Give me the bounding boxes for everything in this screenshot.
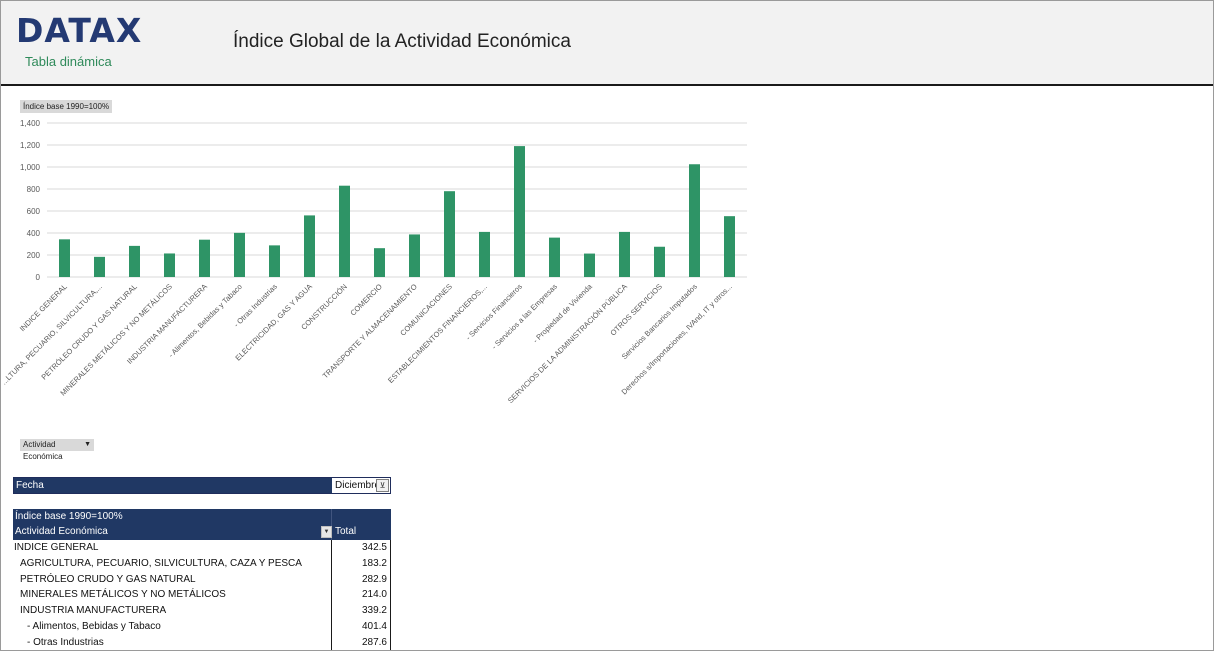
axis-field-button[interactable]: Actividad Económica ▼ [20, 439, 94, 461]
header-divider [331, 509, 332, 540]
bar [129, 245, 140, 277]
bar [199, 239, 210, 277]
table-row[interactable]: INDUSTRIA MANUFACTURERA 339.2 [13, 603, 390, 619]
row-label: - Alimentos, Bebidas y Tabaco [27, 620, 161, 632]
column-separator [331, 634, 332, 650]
column-separator [331, 540, 332, 556]
row-label: INDUSTRIA MANUFACTURERA [20, 605, 167, 617]
row-value: 342.5 [361, 542, 387, 553]
bar [689, 164, 700, 277]
bar [59, 239, 70, 277]
row-value: 287.6 [361, 636, 387, 648]
pivot-table: Índice base 1990=100% Actividad Económic… [13, 509, 391, 650]
bar [304, 215, 315, 277]
y-tick-label: 200 [27, 251, 41, 260]
bar [479, 231, 490, 277]
x-tick-label: COMERCIO [348, 282, 384, 318]
pivot-value-header: Índice base 1990=100% [15, 511, 123, 522]
row-filter-dropdown-icon[interactable]: ▼ [321, 526, 332, 538]
axis-field-label: Actividad Económica [23, 440, 63, 461]
row-value: 339.2 [361, 605, 387, 617]
pivot-table-header: Índice base 1990=100% Actividad Económic… [13, 509, 391, 540]
report-header: DATAX Tabla dinámica Índice Global de la… [1, 1, 1213, 86]
column-separator [331, 587, 332, 604]
table-row[interactable]: INDICE GENERAL 342.5 [13, 540, 390, 556]
row-value: 183.2 [361, 557, 387, 569]
bar [724, 216, 735, 277]
date-filter-row: Fecha Diciembre ⊻ [13, 477, 391, 494]
bar [654, 246, 665, 277]
row-value: 401.4 [361, 620, 387, 632]
pivot-total-header: Total [335, 526, 357, 537]
row-label: PETRÓLEO CRUDO Y GAS NATURAL [20, 573, 196, 585]
bar [514, 146, 525, 277]
pivot-row-header: Actividad Económica [15, 526, 108, 537]
y-tick-label: 1,400 [20, 119, 41, 128]
pivot-table-body: INDICE GENERAL 342.5 AGRICULTURA, PECUARIO… [13, 540, 391, 650]
column-separator [331, 603, 332, 619]
table-row[interactable]: PETRÓLEO CRUDO Y GAS NATURAL 282.9 [13, 571, 390, 588]
column-separator [331, 555, 332, 572]
dropdown-arrow-icon[interactable]: ▼ [84, 441, 91, 448]
row-value: 214.0 [361, 589, 387, 601]
y-tick-label: 1,200 [20, 141, 41, 150]
table-row[interactable]: - Alimentos, Bebidas y Tabaco 401.4 [13, 618, 390, 635]
y-tick-label: 600 [27, 207, 41, 216]
x-tick-label: - Servicios a las Empresas [490, 282, 559, 351]
bar [549, 237, 560, 277]
logo-subtitle: Tabla dinámica [25, 54, 112, 69]
row-label: MINERALES METÁLICOS Y NO METÁLICOS [20, 589, 226, 601]
bar [444, 191, 455, 277]
table-row[interactable]: - Otras Industrias 287.6 [13, 634, 390, 650]
page-title: Índice Global de la Actividad Económica [233, 31, 571, 52]
y-tick-label: 1,000 [20, 163, 41, 172]
row-label: INDICE GENERAL [14, 542, 99, 553]
bar [269, 245, 280, 277]
bar [584, 253, 595, 277]
column-separator [331, 618, 332, 635]
filter-icon[interactable]: ⊻ [376, 479, 389, 492]
x-tick-label: - Alimentos, Bebidas y Tabaco [167, 282, 244, 359]
bar [94, 256, 105, 277]
y-tick-label: 0 [36, 273, 41, 282]
bar [619, 231, 630, 277]
bar [164, 253, 175, 277]
row-label: - Otras Industrias [27, 636, 104, 648]
bar [234, 232, 245, 277]
table-row[interactable]: AGRICULTURA, PECUARIO, SILVICULTURA, CAZ… [13, 555, 390, 572]
row-label: AGRICULTURA, PECUARIO, SILVICULTURA, CAZ… [20, 557, 302, 569]
x-tick-label: - Propiedad de Vivienda [531, 281, 594, 344]
bar [339, 185, 350, 277]
bar [409, 234, 420, 277]
table-row[interactable]: MINERALES METÁLICOS Y NO METÁLICOS 214.0 [13, 587, 390, 604]
x-tick-label: SERVICIOS DE LA ADMINISTRACIÓN PÚBLICA [506, 282, 629, 405]
column-separator [331, 571, 332, 588]
filter-label: Fecha [14, 478, 332, 493]
datax-logo: DATAX [16, 11, 143, 50]
chart-value-field-chip[interactable]: Índice base 1990=100% [20, 100, 113, 113]
row-value: 282.9 [361, 573, 387, 585]
bar [374, 248, 385, 277]
y-tick-label: 400 [27, 229, 41, 238]
filter-value[interactable]: Diciembre [335, 480, 381, 491]
y-tick-label: 800 [27, 185, 41, 194]
